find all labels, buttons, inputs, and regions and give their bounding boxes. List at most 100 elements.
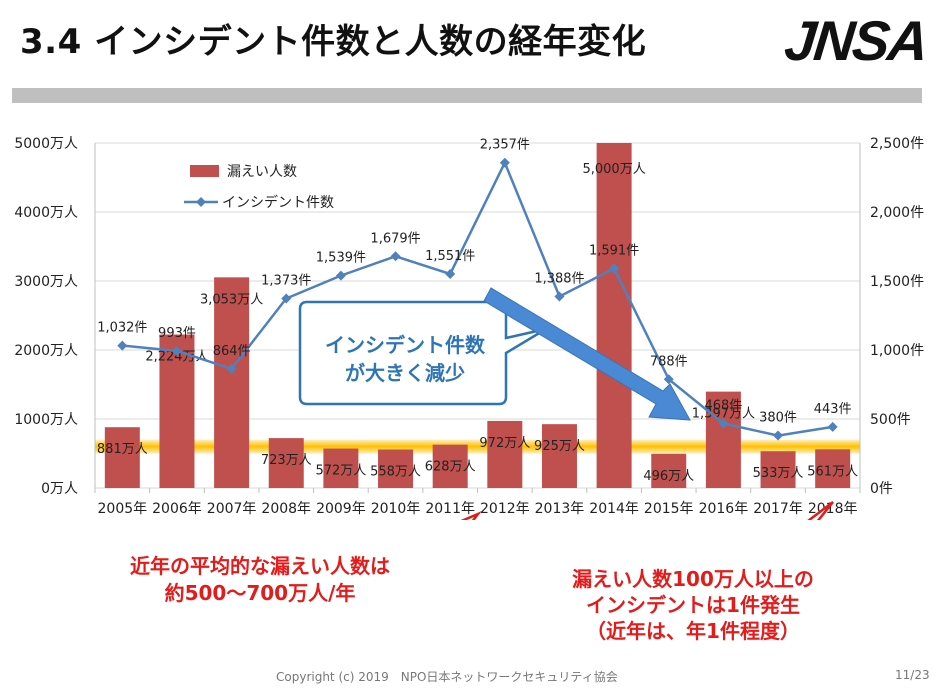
bar-data-label: 925万人 — [534, 439, 585, 454]
data-bar — [378, 449, 414, 488]
data-bar — [541, 424, 577, 488]
bar-data-label: 533万人 — [753, 466, 804, 481]
x-tick-label: 2014年 — [589, 501, 639, 517]
bar-data-label: 5,000万人 — [582, 162, 645, 177]
x-tick-label: 2008年 — [261, 501, 311, 517]
legend-diamond-marker — [196, 197, 206, 207]
left-tick-label: 5000万人 — [14, 136, 78, 152]
legend-bar-label: 漏えい人数 — [227, 164, 297, 180]
x-tick-label: 2007年 — [207, 501, 257, 517]
right-tick-label: 2,500件 — [870, 136, 924, 152]
bar-data-label: 496万人 — [643, 469, 694, 484]
data-bar — [760, 451, 796, 488]
bar-data-label: 561万人 — [807, 464, 858, 479]
line-data-label: 2,357件 — [480, 138, 530, 153]
data-bar — [596, 143, 632, 488]
title-divider — [12, 88, 922, 103]
line-data-label: 1,539件 — [316, 251, 366, 266]
bar-data-label: 723万人 — [261, 453, 312, 468]
line-data-label: 1,679件 — [370, 231, 420, 246]
left-tick-label: 2000万人 — [14, 343, 78, 359]
bar-data-label: 972万人 — [479, 436, 530, 451]
data-bar — [651, 453, 687, 488]
x-tick-label: 2005年 — [98, 501, 148, 517]
callout-large-incident-line: 漏えい人数100万人以上の — [572, 567, 814, 591]
line-markers — [117, 157, 838, 441]
left-tick-label: 0万人 — [41, 481, 78, 497]
x-tick-label: 2017年 — [753, 501, 803, 517]
incident-count-line — [122, 159, 833, 437]
callout-right — [807, 501, 834, 520]
bar-data-label: 628万人 — [425, 460, 476, 475]
right-axis: 0件 500件 1,000件 1,500件 2,000件 2,500件 — [870, 136, 924, 497]
jnsa-logo: JNSA — [781, 9, 930, 72]
line-data-label: 1,551件 — [425, 249, 475, 264]
footer-copyright: Copyright (c) 2019 NPO日本ネットワークセキュリティ協会 — [276, 670, 618, 684]
line-data-label: 1,032件 — [97, 321, 147, 336]
line-marker — [390, 251, 401, 262]
line-marker — [499, 157, 510, 168]
incident-chart: 0万人 1000万人 2000万人 3000万人 4000万人 5000万人 0件 500件… — [14, 136, 924, 520]
bar-data-label: 558万人 — [370, 464, 421, 479]
x-tick-label: 2011年 — [425, 501, 475, 517]
line-data-label: 443件 — [814, 402, 852, 417]
data-bar — [432, 444, 468, 488]
line-marker — [773, 430, 784, 441]
bar-data-label: 881万人 — [97, 442, 148, 457]
left-tick-label: 1000万人 — [14, 412, 78, 428]
x-tick-label: 2015年 — [644, 501, 694, 517]
line-marker — [281, 293, 292, 304]
page-number: 11/23 — [895, 668, 930, 682]
callout-average-line: 約500〜700万人/年 — [164, 581, 356, 605]
bar-data-label: 2,224万人 — [145, 350, 208, 365]
left-tick-label: 3000万人 — [14, 274, 78, 290]
data-bar — [815, 449, 851, 488]
line-marker — [335, 270, 346, 281]
line-data-label: 788件 — [650, 354, 688, 369]
line-marker — [445, 268, 456, 279]
right-tick-label: 0件 — [870, 481, 893, 497]
legend-line-label: インシデント件数 — [222, 194, 334, 211]
right-tick-label: 500件 — [870, 412, 911, 428]
line-marker — [554, 291, 565, 302]
x-tick-label: 2016年 — [699, 501, 749, 517]
callout-large-incident-line: （近年は、年1件程度） — [586, 619, 800, 643]
callout-large-incident-text: 漏えい人数100万人以上の インシデントは1件発生 （近年は、年1件程度） — [528, 566, 858, 644]
line-marker — [171, 345, 182, 356]
callout-average-line: 近年の平均的な漏えい人数は — [130, 554, 390, 578]
bar-data-label: 572万人 — [315, 464, 366, 479]
line-data-label: 380件 — [759, 411, 797, 426]
callout-left — [460, 511, 482, 520]
right-tick-label: 2,000件 — [870, 205, 924, 221]
line-marker — [663, 374, 674, 385]
x-tick-label: 2009年 — [316, 501, 366, 517]
line-data-label: 993件 — [158, 326, 196, 341]
line-data-label: 1,388件 — [534, 271, 584, 286]
x-tick-label: 2006年 — [152, 501, 202, 517]
left-axis: 0万人 1000万人 2000万人 3000万人 4000万人 5000万人 — [14, 136, 78, 497]
data-bar — [487, 420, 523, 488]
x-tick-label: 2012年 — [480, 501, 530, 517]
x-tick-label: 2010年 — [371, 501, 421, 517]
data-bar — [159, 334, 195, 488]
decline-arrow — [483, 287, 691, 421]
right-tick-label: 1,500件 — [870, 274, 924, 290]
range-highlight-band — [95, 439, 860, 454]
line-data-label: 1,373件 — [261, 274, 311, 289]
callout-mid — [298, 300, 547, 406]
bar-data-label: 3,053万人 — [200, 292, 263, 307]
slide-title: 3.4 インシデント件数と人数の経年変化 — [20, 22, 647, 62]
line-marker — [718, 418, 729, 429]
data-bar — [268, 438, 304, 488]
callout-average-text: 近年の平均的な漏えい人数は 約500〜700万人/年 — [64, 553, 456, 607]
x-axis-labels: 2005年 2006年 2007年 2008年 2009年 2010年 2011年 2012年… — [98, 501, 858, 517]
line-marker — [827, 421, 838, 432]
left-tick-label: 4000万人 — [14, 205, 78, 221]
line-marker — [117, 340, 128, 351]
bar-series — [104, 143, 851, 488]
line-marker — [609, 263, 620, 274]
data-bar — [705, 391, 741, 488]
legend: 漏えい人数 インシデント件数 — [184, 164, 334, 211]
right-tick-label: 1,000件 — [870, 343, 924, 359]
